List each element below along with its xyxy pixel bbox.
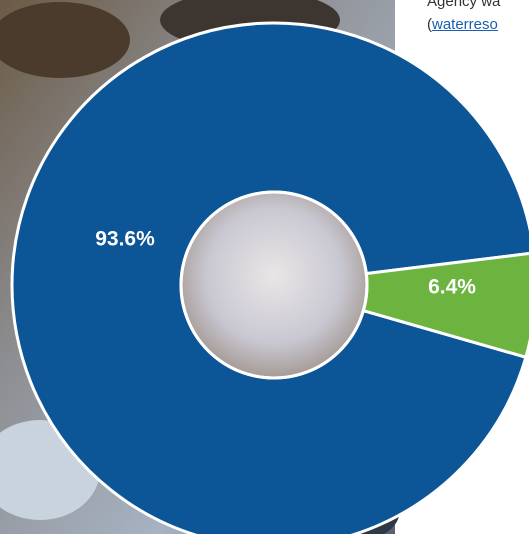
link[interactable]: waterreso	[432, 16, 498, 33]
value-label: 93.6%	[95, 228, 155, 251]
note-line: (waterreso	[427, 16, 498, 33]
note-line: Agency wa	[427, 0, 500, 10]
chart: 93.6% 6.4%	[0, 0, 529, 534]
value-label: 6.4%	[428, 276, 476, 299]
page: 93.6% 6.4% Agency wa (waterreso	[0, 0, 529, 534]
